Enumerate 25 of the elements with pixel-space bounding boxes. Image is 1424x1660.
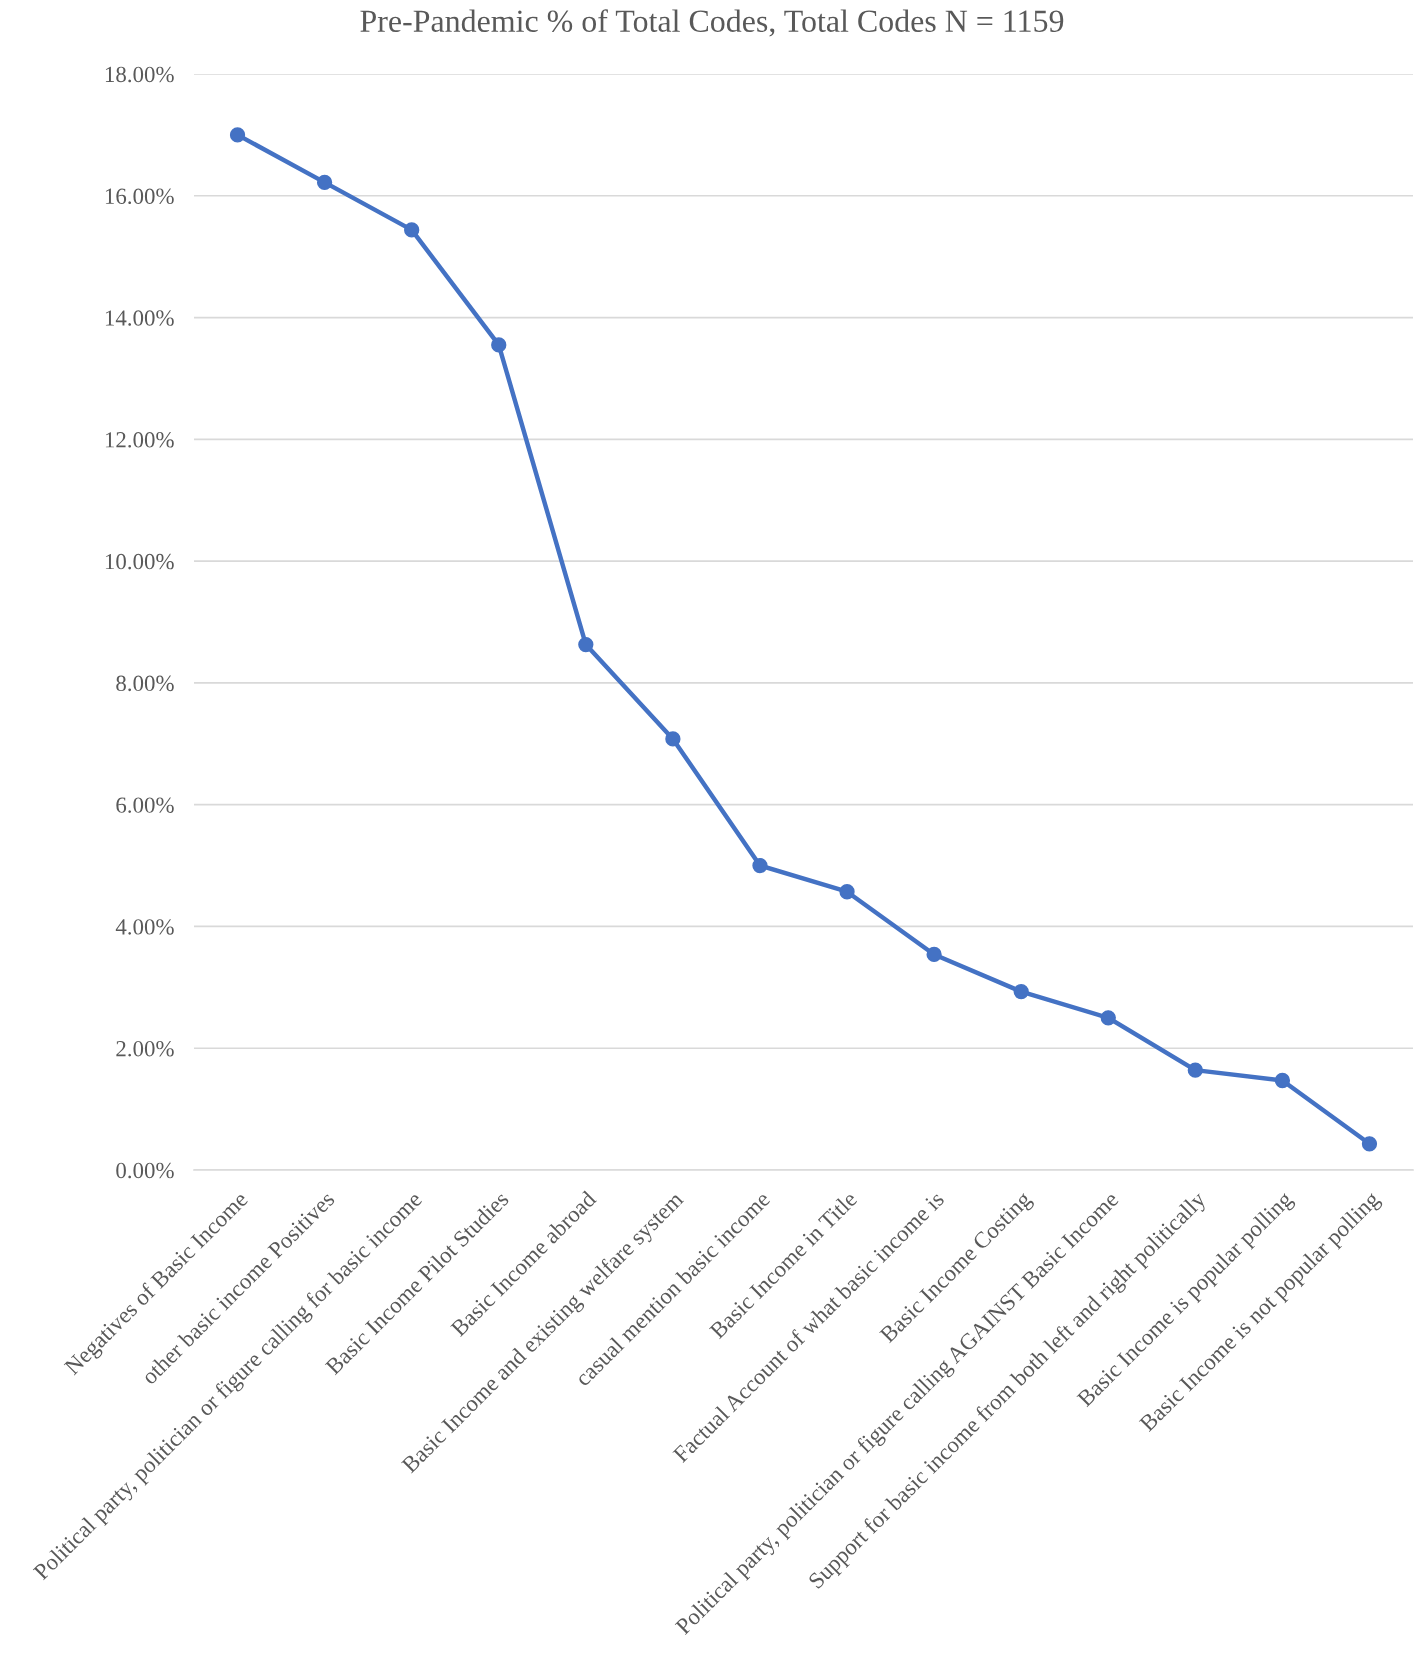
point [665,731,681,747]
point [752,857,768,874]
point [1013,983,1029,1000]
y-tick-label: 16.00% [105,188,174,205]
point [491,337,507,353]
point [1361,1136,1378,1152]
point [926,946,942,963]
y-tick-label: 14.00% [105,310,174,326]
point [578,636,594,653]
y-tick-label: 0.00% [116,1162,174,1179]
point [229,127,246,143]
point [1187,1062,1203,1078]
point [316,174,333,191]
y-tick-label: 18.00% [105,66,174,83]
y-tick-label: 10.00% [105,553,174,570]
y-tick-label: 6.00% [116,797,174,813]
point [404,222,420,238]
y-tick-label: 2.00% [116,1040,174,1057]
y-tick-label: 12.00% [105,432,174,448]
point [839,884,855,900]
y-tick-label: 4.00% [115,919,174,935]
point [1274,1072,1291,1089]
chart-title: Pre-Pandemic % of Total Codes, Total Codes N = 1159 [360,9,1064,37]
y-tick-label: 8.00% [116,675,174,692]
point [1100,1010,1116,1026]
